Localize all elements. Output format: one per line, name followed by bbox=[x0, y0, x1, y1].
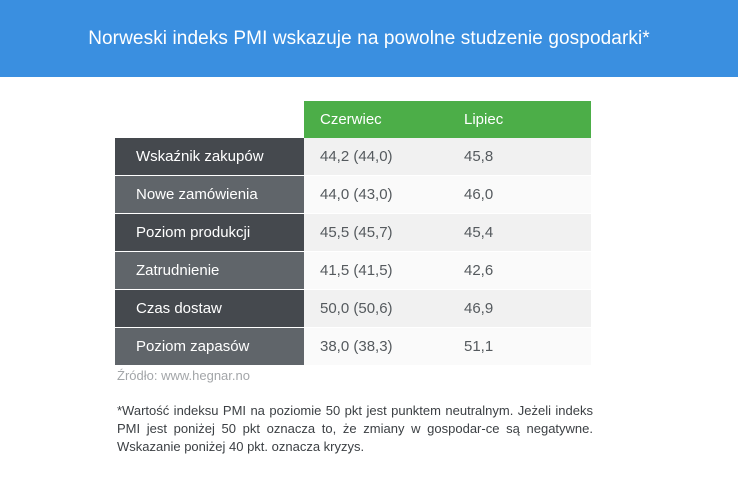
chart-title: Norweski indeks PMI wskazuje na powolne … bbox=[88, 27, 650, 49]
row-label: Wskaźnik zakupów bbox=[115, 138, 304, 176]
row-label: Zatrudnienie bbox=[115, 251, 304, 290]
header-corner bbox=[115, 101, 304, 138]
table-row: Poziom zapasów 38,0 (38,3) 51,1 bbox=[115, 327, 591, 365]
column-header-lipiec: Lipiec bbox=[448, 101, 591, 138]
cell-value: 51,1 bbox=[448, 327, 591, 365]
cell-value: 46,9 bbox=[448, 289, 591, 328]
cell-value: 50,0 (50,6) bbox=[304, 289, 448, 328]
table-row: Poziom produkcji 45,5 (45,7) 45,4 bbox=[115, 213, 591, 252]
row-label: Poziom zapasów bbox=[115, 327, 304, 365]
row-label: Poziom produkcji bbox=[115, 213, 304, 252]
table-row: Czas dostaw 50,0 (50,6) 46,9 bbox=[115, 289, 591, 328]
source-note: Źródło: www.hegnar.no bbox=[117, 368, 250, 383]
table-row: Wskaźnik zakupów 44,2 (44,0) 45,8 bbox=[115, 138, 591, 176]
cell-value: 46,0 bbox=[448, 175, 591, 214]
column-header-czerwiec: Czerwiec bbox=[304, 101, 448, 138]
pmi-table: Czerwiec Lipiec Wskaźnik zakupów 44,2 (4… bbox=[115, 101, 591, 365]
cell-value: 44,0 (43,0) bbox=[304, 175, 448, 214]
cell-value: 42,6 bbox=[448, 251, 591, 290]
cell-value: 45,5 (45,7) bbox=[304, 213, 448, 252]
cell-value: 45,8 bbox=[448, 138, 591, 176]
cell-value: 41,5 (41,5) bbox=[304, 251, 448, 290]
cell-value: 44,2 (44,0) bbox=[304, 138, 448, 176]
table-row: Nowe zamówienia 44,0 (43,0) 46,0 bbox=[115, 175, 591, 214]
row-label: Czas dostaw bbox=[115, 289, 304, 328]
cell-value: 45,4 bbox=[448, 213, 591, 252]
footnote: *Wartość indeksu PMI na poziomie 50 pkt … bbox=[117, 403, 593, 454]
cell-value: 38,0 (38,3) bbox=[304, 327, 448, 365]
title-banner: Norweski indeks PMI wskazuje na powolne … bbox=[0, 0, 738, 77]
table-row: Zatrudnienie 41,5 (41,5) 42,6 bbox=[115, 251, 591, 290]
pmi-table-container: Czerwiec Lipiec Wskaźnik zakupów 44,2 (4… bbox=[115, 101, 591, 365]
row-label: Nowe zamówienia bbox=[115, 175, 304, 214]
table-header-row: Czerwiec Lipiec bbox=[115, 101, 591, 138]
